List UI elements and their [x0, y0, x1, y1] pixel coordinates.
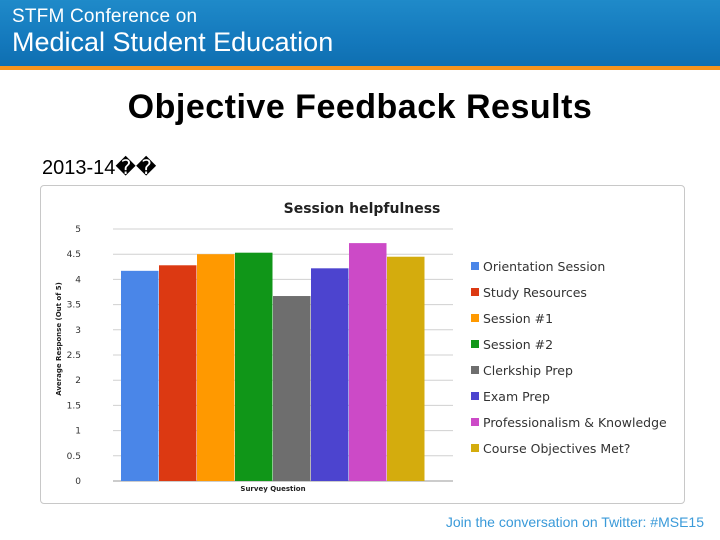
header-title-line2: Medical Student Education — [12, 27, 334, 57]
y-tick-label: 0 — [75, 477, 81, 487]
bar-orientation-session — [121, 270, 159, 481]
bars — [121, 243, 425, 481]
bar-professionalism-knowledge — [349, 243, 387, 481]
bar-clerkship-prep — [273, 296, 311, 481]
legend: Orientation Session Study Resources Sessio… — [471, 259, 667, 456]
y-tick-label: 4.5 — [67, 250, 81, 260]
bar-session-1 — [197, 254, 235, 481]
bar-study-resources — [159, 265, 197, 481]
y-axis-label: Average Response (Out of 5) — [55, 282, 63, 396]
slide-subtitle: 2013-14�� — [42, 157, 157, 179]
bar-exam-prep — [311, 268, 349, 481]
legend-swatch — [471, 314, 479, 322]
chart-container: Session helpfulness Survey Question Aver… — [40, 185, 685, 504]
y-tick-label: 2.5 — [67, 351, 81, 361]
y-tick-label: 3.5 — [67, 301, 81, 311]
header-title-line1: STFM Conference on — [12, 6, 198, 27]
legend-swatch — [471, 262, 479, 270]
legend-label: Clerkship Prep — [483, 363, 573, 378]
y-tick-label: 2 — [75, 376, 81, 386]
legend-label: Session #1 — [483, 311, 553, 326]
legend-swatch — [471, 288, 479, 296]
legend-label: Orientation Session — [483, 259, 605, 274]
chart-title: Session helpfulness — [284, 201, 441, 217]
slide-title: Objective Feedback Results — [127, 88, 593, 126]
twitter-footer: Join the conversation on Twitter: #MSE15 — [445, 514, 704, 530]
legend-swatch — [471, 444, 479, 452]
y-tick-label: 0.5 — [67, 452, 81, 462]
legend-label: Study Resources — [483, 285, 587, 300]
bar-session-2 — [235, 252, 273, 481]
y-tick-label: 3 — [75, 326, 81, 336]
y-tick-label: 1.5 — [67, 401, 81, 411]
bar-course-objectives-met — [387, 256, 425, 481]
legend-label: Course Objectives Met? — [483, 441, 630, 456]
y-tick-labels: 0 0.5 1 1.5 2 2.5 3 3.5 4 4.5 5 — [67, 225, 82, 487]
legend-swatch — [471, 366, 479, 374]
y-tick-label: 1 — [75, 427, 81, 437]
header-accent-stripe — [0, 66, 720, 70]
legend-label: Exam Prep — [483, 389, 550, 404]
y-tick-label: 5 — [75, 225, 81, 235]
conference-header: STFM Conference on Medical Student Educa… — [0, 0, 720, 66]
legend-swatch — [471, 418, 479, 426]
legend-label: Professionalism & Knowledge — [483, 415, 667, 430]
legend-swatch — [471, 340, 479, 348]
y-tick-label: 4 — [75, 275, 81, 285]
legend-swatch — [471, 392, 479, 400]
bar-chart: Session helpfulness Survey Question Aver… — [55, 201, 667, 493]
x-axis-label: Survey Question — [240, 485, 305, 493]
legend-label: Session #2 — [483, 337, 553, 352]
